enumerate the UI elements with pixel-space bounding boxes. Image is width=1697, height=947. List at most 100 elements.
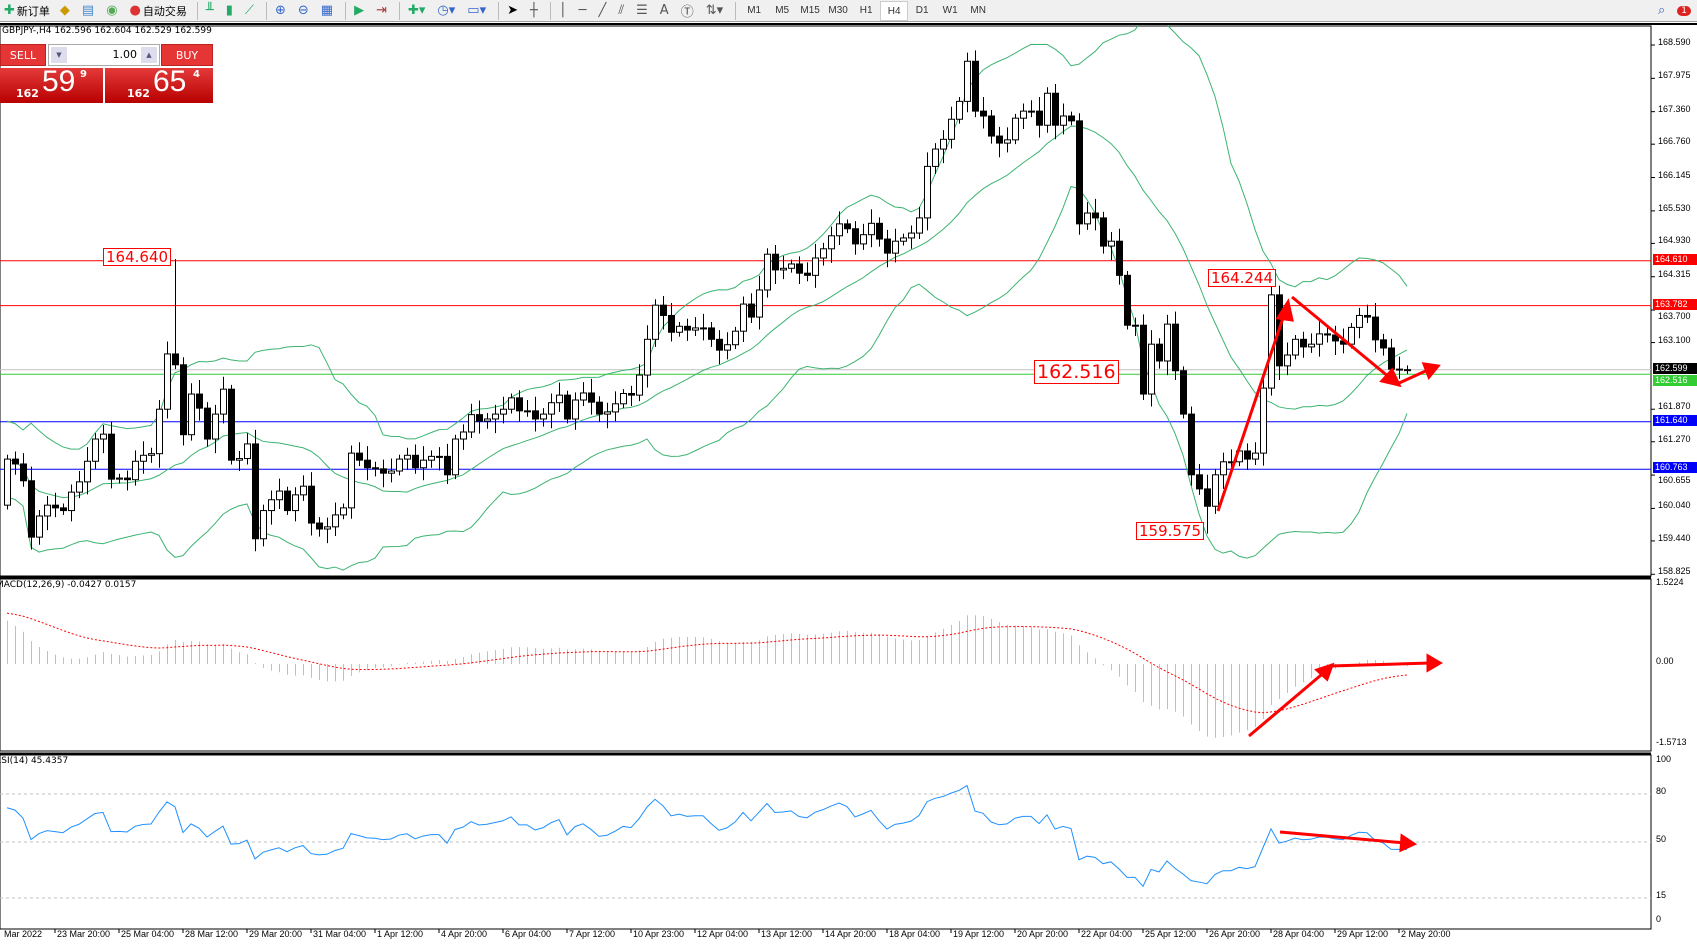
candle[interactable]: [1204, 474, 1211, 534]
candle[interactable]: [724, 332, 731, 360]
candle[interactable]: [108, 421, 115, 489]
candle[interactable]: [1036, 97, 1043, 138]
candle[interactable]: [204, 402, 211, 447]
candle[interactable]: [1052, 84, 1059, 140]
crosshair-button[interactable]: ┼: [526, 1, 544, 21]
candle[interactable]: [932, 143, 939, 174]
candle[interactable]: [1316, 319, 1323, 357]
candle[interactable]: [164, 341, 171, 419]
candle[interactable]: [132, 450, 139, 486]
candle[interactable]: [1308, 333, 1315, 353]
candle[interactable]: [628, 385, 635, 406]
candle[interactable]: [332, 502, 339, 537]
bar-chart-button[interactable]: ╨: [202, 1, 220, 21]
candle[interactable]: [612, 391, 619, 422]
candle[interactable]: [1364, 304, 1371, 324]
candle[interactable]: [140, 441, 147, 474]
candle[interactable]: [876, 217, 883, 247]
candle[interactable]: [212, 404, 219, 454]
candle[interactable]: [484, 413, 491, 429]
timeframe-m1[interactable]: M1: [747, 4, 762, 16]
candle[interactable]: [1132, 317, 1139, 337]
candle[interactable]: [396, 454, 403, 476]
new-order-button[interactable]: ✚ 新订单: [0, 1, 54, 21]
notifications-button[interactable]: 1: [1673, 1, 1695, 21]
lot-increase-button[interactable]: ▲: [141, 47, 157, 63]
experts-button[interactable]: ◆: [56, 1, 76, 21]
candle[interactable]: [540, 408, 547, 427]
candle[interactable]: [260, 504, 267, 547]
candle[interactable]: [1292, 334, 1299, 360]
lot-decrease-button[interactable]: ▼: [51, 47, 67, 63]
candle[interactable]: [300, 475, 307, 501]
candle[interactable]: [372, 461, 379, 477]
candle[interactable]: [220, 376, 227, 424]
candle[interactable]: [1404, 365, 1411, 375]
candle[interactable]: [1004, 127, 1011, 153]
timeframe-m15[interactable]: M15: [800, 4, 820, 16]
candle[interactable]: [1252, 442, 1259, 466]
candle[interactable]: [268, 490, 275, 525]
candle[interactable]: [636, 364, 643, 402]
candle[interactable]: [564, 390, 571, 424]
timeframe-w1[interactable]: W1: [942, 4, 958, 16]
candle[interactable]: [1372, 302, 1379, 353]
candle[interactable]: [524, 400, 531, 417]
candle[interactable]: [684, 318, 691, 341]
candle[interactable]: [356, 442, 363, 467]
candle[interactable]: [1060, 103, 1067, 135]
candle[interactable]: [380, 459, 387, 488]
candle[interactable]: [116, 473, 123, 484]
candle[interactable]: [68, 484, 75, 522]
auto-scroll-button[interactable]: ▶: [350, 1, 370, 21]
macd-arrow-up[interactable]: [1248, 662, 1335, 738]
search-button[interactable]: ⌕: [1654, 1, 1671, 21]
vertical-line-button[interactable]: │: [555, 1, 573, 21]
candle[interactable]: [1356, 307, 1363, 339]
candle[interactable]: [84, 447, 91, 495]
candle[interactable]: [180, 357, 187, 446]
cursor-button[interactable]: ➤: [503, 1, 524, 21]
line-chart-button[interactable]: ⟋: [241, 1, 260, 21]
signals-button[interactable]: ◉: [102, 1, 123, 21]
candle[interactable]: [404, 447, 411, 470]
candle[interactable]: [812, 243, 819, 288]
zoom-out-button[interactable]: ⊖: [294, 1, 315, 21]
candle[interactable]: [708, 321, 715, 347]
lot-size-input[interactable]: ▼ 1.00 ▲: [48, 44, 160, 66]
candle[interactable]: [1212, 468, 1219, 514]
candle[interactable]: [468, 403, 475, 438]
candle[interactable]: [652, 299, 659, 347]
candle[interactable]: [188, 383, 195, 441]
candle[interactable]: [948, 106, 955, 149]
timeframe-h1[interactable]: H1: [859, 4, 873, 16]
candle[interactable]: [12, 451, 19, 475]
auto-trading-button[interactable]: ● 自动交易: [126, 1, 191, 21]
candle[interactable]: [972, 50, 979, 118]
candle[interactable]: [124, 470, 131, 491]
candle[interactable]: [364, 446, 371, 481]
candle[interactable]: [316, 517, 323, 537]
candle[interactable]: [500, 396, 507, 424]
candle[interactable]: [1044, 87, 1051, 133]
candle[interactable]: [844, 219, 851, 234]
timeframe-mn[interactable]: MN: [970, 4, 986, 16]
candle[interactable]: [988, 110, 995, 144]
candle[interactable]: [1220, 452, 1227, 489]
candle[interactable]: [548, 393, 555, 429]
candle[interactable]: [100, 424, 107, 454]
arrows-button[interactable]: ⇅▾: [702, 1, 729, 21]
candle[interactable]: [1196, 463, 1203, 495]
candle[interactable]: [36, 510, 43, 545]
indicators-button[interactable]: ✚▾: [404, 1, 431, 21]
candle[interactable]: [1124, 271, 1131, 330]
periods-button[interactable]: ◷▾: [433, 1, 461, 21]
candle[interactable]: [276, 478, 283, 509]
candle[interactable]: [492, 404, 499, 434]
candle[interactable]: [444, 443, 451, 485]
candle[interactable]: [852, 221, 859, 255]
text-label-button[interactable]: Ⓣ: [677, 1, 700, 21]
candle[interactable]: [388, 458, 395, 483]
buy-price-box[interactable]: 162 65 4: [105, 65, 213, 103]
timeframe-m5[interactable]: M5: [775, 4, 790, 16]
